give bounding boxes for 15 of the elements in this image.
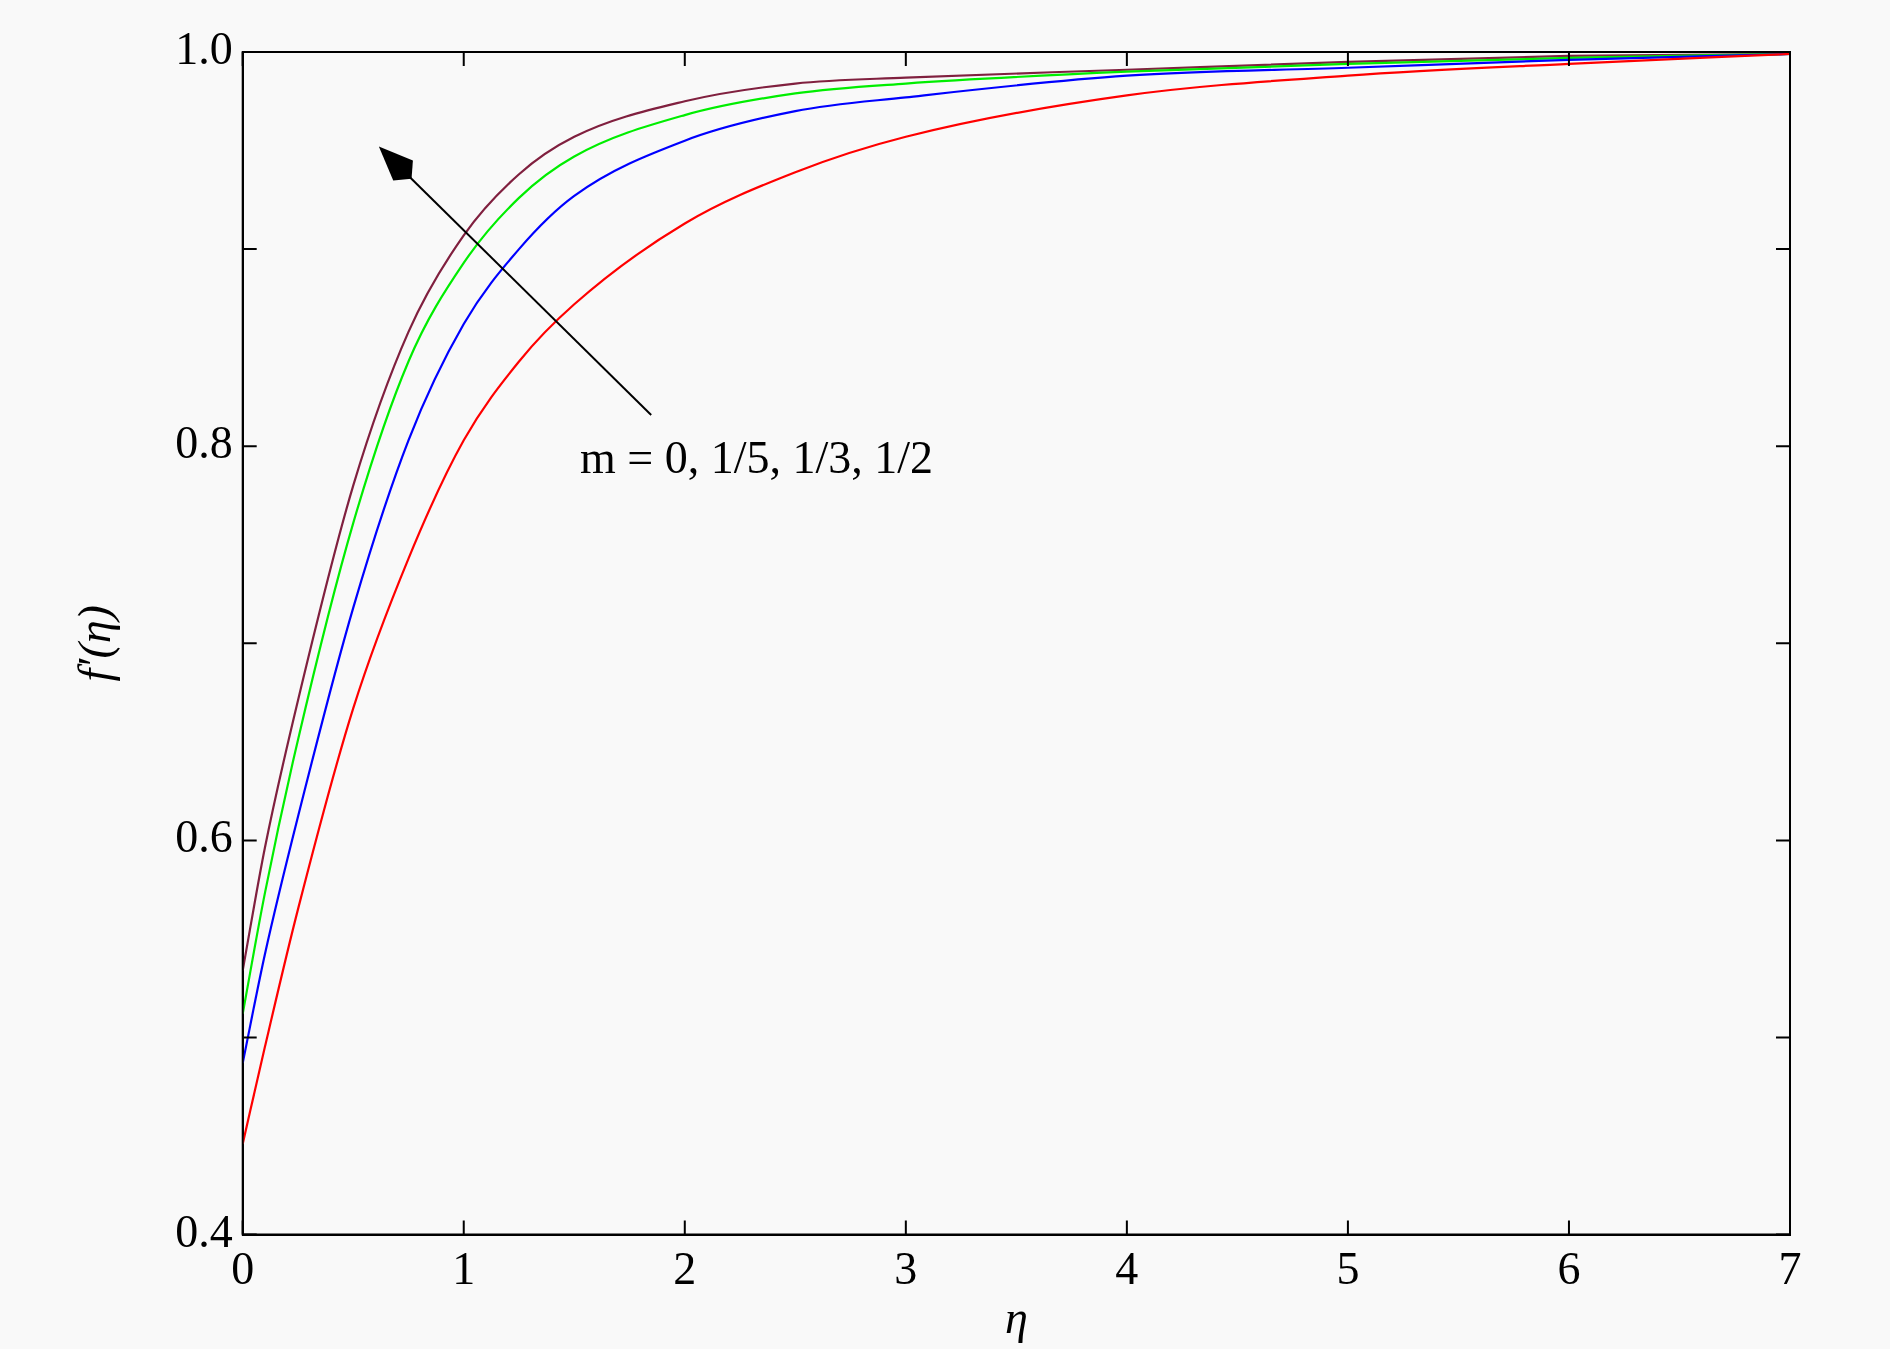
- x-tick-label: 3: [894, 1243, 918, 1295]
- x-tick-label: 4: [1115, 1243, 1139, 1295]
- x-tick-label: 0: [231, 1243, 255, 1295]
- x-axis-title: η: [1004, 1292, 1028, 1344]
- x-tick-label: 5: [1336, 1243, 1360, 1295]
- x-tick-label: 2: [673, 1243, 697, 1295]
- annotation: m = 0, 1/5, 1/3, 1/2: [580, 432, 934, 484]
- x-tick-label: 6: [1557, 1243, 1581, 1295]
- x-tick-label: 1: [452, 1243, 476, 1295]
- x-tick-label: 7: [1778, 1243, 1802, 1295]
- y-tick-label: 1.0: [175, 23, 233, 75]
- y-tick-label: 0.6: [175, 811, 233, 863]
- y-tick-label: 0.4: [175, 1205, 233, 1257]
- y-axis-title: f′(η): [68, 605, 120, 682]
- y-tick-label: 0.8: [175, 417, 233, 469]
